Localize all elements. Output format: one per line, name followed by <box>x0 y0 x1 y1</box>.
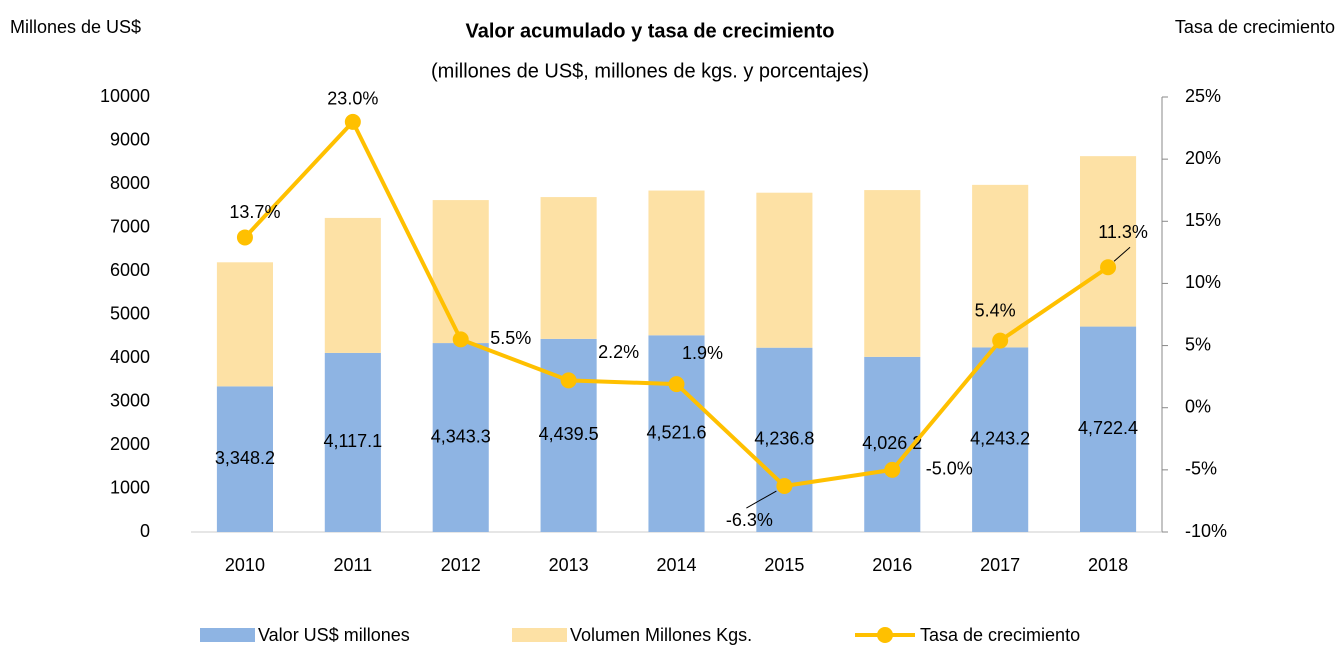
y2-tick-label: -5% <box>1185 459 1217 479</box>
bar <box>864 190 921 357</box>
line-marker <box>452 331 469 348</box>
legend-swatch <box>200 628 255 642</box>
y2-tick-label: 0% <box>1185 396 1211 416</box>
line-marker <box>344 113 361 130</box>
line-label: 5.5% <box>490 328 531 348</box>
line-marker <box>1100 259 1117 276</box>
line-label: 1.9% <box>682 343 723 363</box>
y-tick-label: 6000 <box>110 260 150 280</box>
line-label: 11.3% <box>1098 222 1148 242</box>
y-tick-label: 7000 <box>110 216 150 236</box>
y-axis-label: Millones de US$ <box>10 17 141 37</box>
y-tick-label: 4000 <box>110 347 150 367</box>
x-tick-label: 2012 <box>441 555 481 575</box>
leader <box>746 490 777 509</box>
bar <box>1080 156 1137 327</box>
bar-label: 4,117.1 <box>323 431 382 451</box>
x-tick-label: 2011 <box>333 555 372 575</box>
line-label: -5.0% <box>926 459 973 479</box>
line-label: 5.4% <box>975 300 1016 320</box>
x-tick-label: 2015 <box>764 555 804 575</box>
bar <box>216 386 273 532</box>
legend-swatch <box>512 628 567 642</box>
bar-label: 4,236.8 <box>754 429 814 449</box>
y2-tick-label: -10% <box>1185 521 1227 541</box>
y-tick-label: 3000 <box>110 390 150 410</box>
bar-label: 4,521.6 <box>646 422 706 442</box>
y-tick-label: 10000 <box>100 86 150 106</box>
y2-tick-label: 10% <box>1185 272 1221 292</box>
y-tick-label: 9000 <box>110 129 150 149</box>
y-tick-label: 8000 <box>110 173 150 193</box>
bar <box>756 192 813 348</box>
bar-label: 4,343.3 <box>431 426 491 446</box>
y2-axis-label: Tasa de crecimiento <box>1175 17 1335 37</box>
legend-label: Valor US$ millones <box>258 625 410 645</box>
bar <box>648 190 705 336</box>
bar <box>324 352 381 532</box>
bar <box>432 343 489 532</box>
bar <box>324 217 381 353</box>
bar <box>432 200 489 344</box>
x-tick-label: 2016 <box>872 555 912 575</box>
bar-label: 4,026.2 <box>862 433 922 453</box>
legend-label: Volumen Millones Kgs. <box>570 625 752 645</box>
line-marker <box>668 376 685 393</box>
line-marker <box>776 478 793 495</box>
y2-tick-label: 5% <box>1185 334 1211 354</box>
legend-marker <box>877 627 893 643</box>
bar-label: 4,722.4 <box>1078 418 1138 438</box>
y2-tick-label: 20% <box>1185 148 1221 168</box>
bar-label: 4,439.5 <box>539 424 599 444</box>
y-tick-label: 5000 <box>110 303 150 323</box>
bar-label: 4,243.2 <box>970 428 1030 448</box>
x-tick-label: 2017 <box>980 555 1020 575</box>
x-tick-label: 2013 <box>549 555 589 575</box>
chart-subtitle: (millones de US$, millones de kgs. y por… <box>431 60 869 82</box>
line-label: 13.7% <box>229 202 280 222</box>
bar <box>972 184 1029 348</box>
line-label: 23.0% <box>327 89 378 109</box>
y2-tick-label: 15% <box>1185 210 1221 230</box>
line-label: 2.2% <box>598 342 639 362</box>
y-tick-label: 1000 <box>110 477 150 497</box>
bar <box>216 262 273 387</box>
bar <box>540 338 597 532</box>
x-tick-label: 2018 <box>1088 555 1128 575</box>
x-tick-label: 2010 <box>225 555 265 575</box>
bar <box>540 197 597 339</box>
line-marker <box>884 461 901 478</box>
bar <box>972 347 1029 532</box>
line-marker <box>560 372 577 389</box>
y2-tick-label: 25% <box>1185 86 1221 106</box>
bar <box>648 335 705 532</box>
line-label: -6.3% <box>726 510 773 530</box>
bar <box>1080 326 1137 532</box>
chart-title: Valor acumulado y tasa de crecimiento <box>465 20 834 42</box>
leader <box>1113 246 1131 262</box>
y-tick-label: 0 <box>140 521 150 541</box>
line-marker <box>236 229 253 246</box>
line-marker <box>992 332 1009 349</box>
bar <box>756 347 813 532</box>
x-tick-label: 2014 <box>656 555 696 575</box>
y-tick-label: 2000 <box>110 434 150 454</box>
bar-label: 3,348.2 <box>215 448 275 468</box>
legend-label: Tasa de crecimiento <box>920 625 1080 645</box>
